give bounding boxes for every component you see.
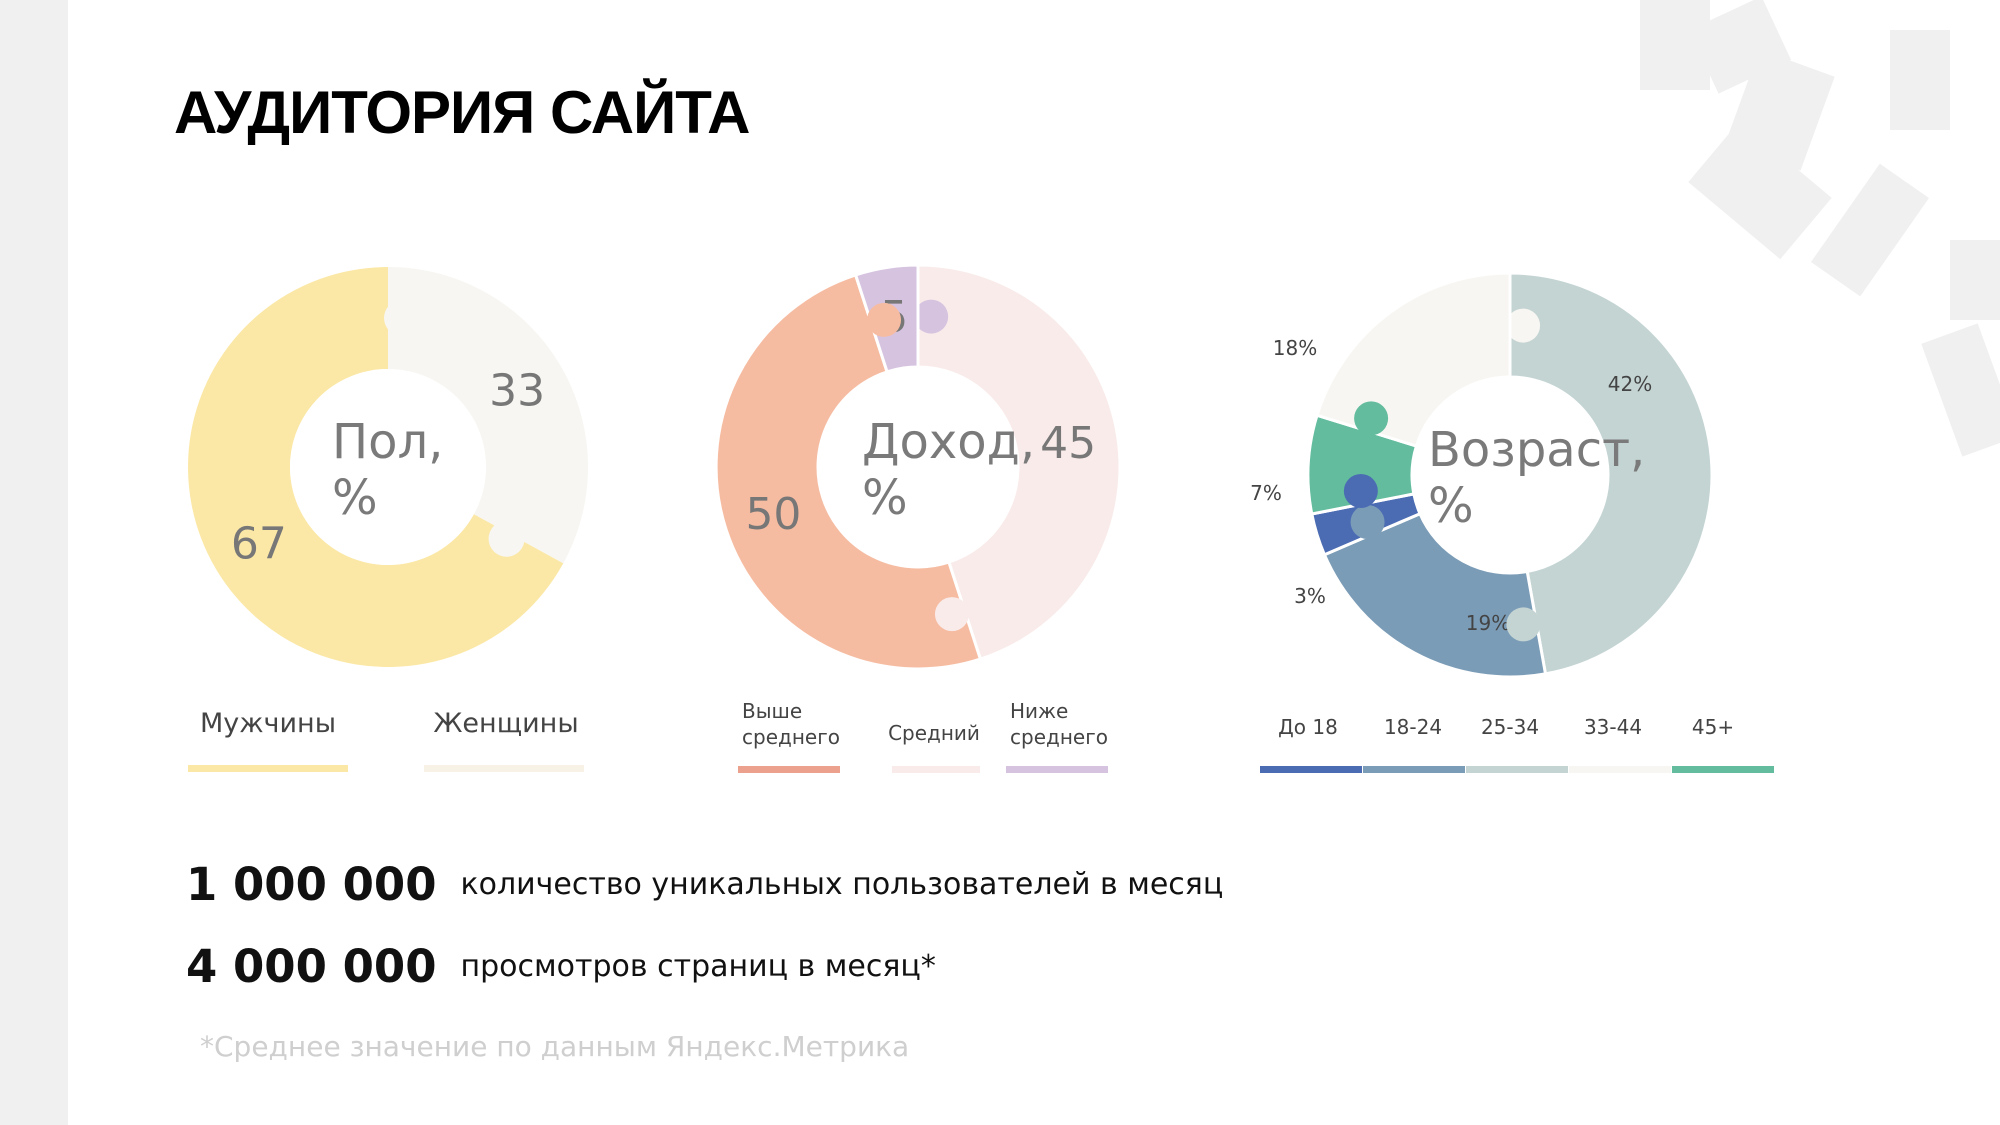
legend-swatch <box>738 766 840 773</box>
center-label: Доход, <box>862 414 1035 470</box>
slice-value-label: 33 <box>489 366 545 417</box>
legend-label: Средний <box>888 721 980 745</box>
donut-chart-3: 42% 19% 3% 7% 18% Возраст,% <box>1250 271 1714 679</box>
slice-value-label: 3% <box>1294 584 1326 608</box>
slice-value-label: 42% <box>1608 372 1652 396</box>
slice-value-label: 18% <box>1273 336 1317 360</box>
stat-label: количество уникальных пользователей в ме… <box>460 867 1224 902</box>
legend-label: 33-44 <box>1584 715 1642 739</box>
slice-Женщины <box>388 267 588 564</box>
stat-value: 1 000 000 <box>186 858 437 911</box>
slice-value-label: 50 <box>745 489 801 540</box>
donut-hole <box>290 369 486 565</box>
legend-label: Выше <box>742 699 802 723</box>
left-sidebar-strip <box>0 0 68 1125</box>
legend-label: Мужчины <box>200 708 336 739</box>
donut-hole <box>818 367 1018 567</box>
legend-label: среднего <box>742 725 840 749</box>
puzzle-knob <box>934 597 969 632</box>
puzzle-knob <box>1350 504 1385 539</box>
center-label: Возраст, <box>1428 422 1645 478</box>
donut-hole <box>1412 377 1608 573</box>
center-label: % <box>332 470 378 526</box>
legend-label: Женщины <box>433 708 578 739</box>
slice-value-label: 45 <box>1040 418 1096 469</box>
puzzle-knob <box>1506 607 1541 642</box>
stat-label: просмотров страниц в месяц* <box>460 949 936 984</box>
legend-swatch <box>1363 766 1465 773</box>
stat-page-views: 4 000 000 просмотров страниц в месяц* <box>186 940 936 993</box>
puzzle-knob <box>384 300 420 336</box>
legend-label: Ниже <box>1010 699 1068 723</box>
legend-swatch <box>1260 766 1362 773</box>
legend-3: До 18 18-24 25-34 33-44 45+ <box>1260 715 1774 773</box>
slice-value-label: 7% <box>1250 481 1282 505</box>
page-title: АУДИТОРИЯ САЙТА <box>174 79 750 146</box>
slice-Мужчины <box>187 267 564 667</box>
puzzle-knob <box>867 302 902 337</box>
legend-1: Мужчины Женщины <box>188 708 584 772</box>
center-label: % <box>1428 478 1474 534</box>
legend-swatch <box>1672 766 1774 773</box>
puzzle-knob <box>1354 401 1389 436</box>
legend-label: 25-34 <box>1481 715 1539 739</box>
donut-chart-2: 45505Доход,% <box>714 263 1122 671</box>
slice-value-label: 19% <box>1466 611 1510 635</box>
legend-label: среднего <box>1010 725 1108 749</box>
stat-value: 4 000 000 <box>186 940 437 993</box>
donut-chart-1: 33 67 Пол,% <box>187 267 588 667</box>
legend-label: 45+ <box>1692 715 1734 739</box>
center-label: Пол, <box>332 414 443 470</box>
legend-swatch <box>1569 766 1671 773</box>
legend-label: 18-24 <box>1384 715 1442 739</box>
legend-swatch <box>424 765 584 772</box>
stat-unique-users: 1 000 000 количество уникальных пользоват… <box>186 858 1223 911</box>
puzzle-knob <box>914 299 949 334</box>
puzzle-knob <box>1343 474 1378 509</box>
footnote: *Среднее значение по данным Яндекс.Метри… <box>200 1030 910 1063</box>
legend-swatch <box>892 766 980 773</box>
legend-label: До 18 <box>1278 715 1338 739</box>
legend-swatch <box>188 765 348 772</box>
puzzle-knob <box>488 520 525 557</box>
legend-swatch <box>1466 766 1568 773</box>
center-label: % <box>862 470 908 526</box>
slice-value-label: 67 <box>231 518 287 569</box>
puzzle-knob <box>1506 308 1541 343</box>
legend-swatch <box>1006 766 1108 773</box>
